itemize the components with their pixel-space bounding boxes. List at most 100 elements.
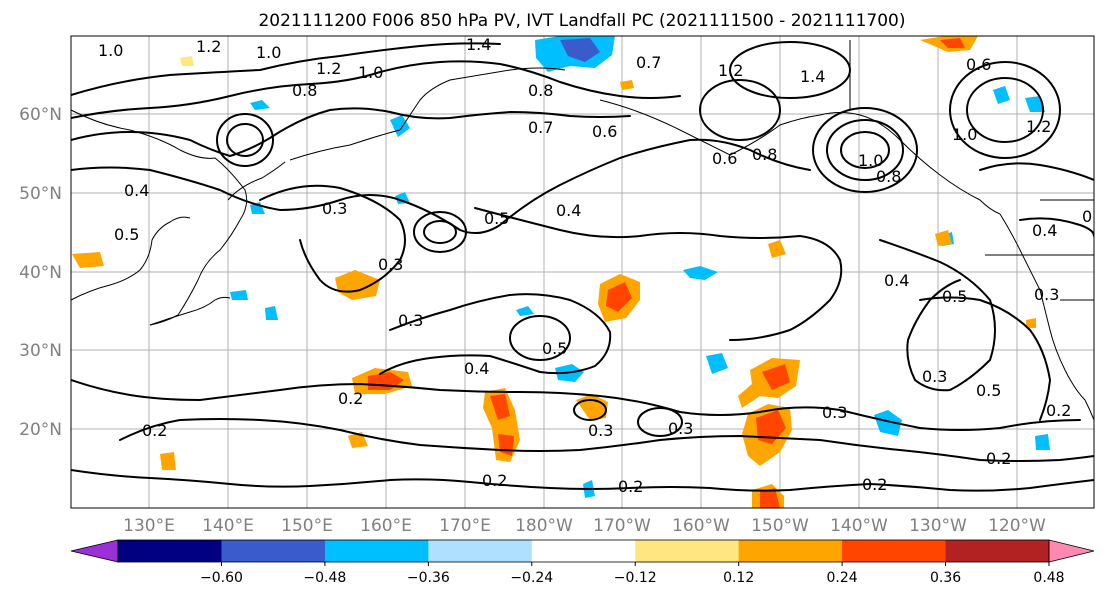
- lon-label: 140°W: [830, 516, 888, 536]
- contour-label: 1.2: [718, 61, 743, 80]
- contour-label: 0.8: [528, 81, 553, 100]
- colorbar-tick-label: −0.12: [614, 570, 657, 586]
- contour-label: 0.2: [1046, 401, 1071, 420]
- lat-label: 50°N: [19, 184, 62, 204]
- kamchatka-coast: [289, 129, 401, 161]
- pv-contour: [509, 315, 571, 361]
- colorbar-border: [117, 539, 1050, 563]
- colorbar-tick-label: 0.48: [1033, 570, 1064, 586]
- colorbar-segment: [118, 540, 222, 562]
- shade-negative: [993, 86, 1010, 104]
- pv-contour: [379, 293, 612, 375]
- pv-contour: [71, 469, 1094, 492]
- pv-contour: [474, 207, 843, 341]
- lon-label: 150°E: [281, 516, 333, 536]
- pv-contour: [71, 379, 1081, 431]
- shade-positive: [760, 488, 780, 508]
- contour-label: 0.3: [922, 367, 947, 386]
- pv-contour: [573, 399, 607, 421]
- pv-contour: [119, 418, 1094, 462]
- contour-label: 0.4: [124, 181, 149, 200]
- contour-label: 0.2: [986, 449, 1011, 468]
- contour-label: 1.0: [98, 41, 123, 60]
- pv-contour: [1019, 217, 1094, 237]
- colorbar-extend-max: [1048, 539, 1095, 563]
- colorbar-tick-label: −0.36: [407, 570, 450, 586]
- contour-label: 0.3: [378, 255, 403, 274]
- shade-negative: [516, 306, 534, 316]
- contour-label: 1.0: [256, 43, 281, 62]
- lon-label: 160°W: [672, 516, 730, 536]
- graticule: [71, 36, 1094, 508]
- colorbar: −0.60 −0.48 −0.36 −0.24 −0.12 0.12 0.24 0.36 0.4…: [70, 539, 1095, 586]
- contour-label: 0.8: [292, 81, 317, 100]
- contour-label: 0.6: [592, 122, 617, 141]
- contour-label: 0.8: [752, 145, 777, 164]
- contour-label: 0.4: [464, 359, 489, 378]
- shade-positive: [72, 252, 104, 268]
- lon-label: 130°E: [123, 516, 175, 536]
- contour-label: 1.0: [358, 63, 383, 82]
- contour-label: 0.4: [556, 201, 581, 220]
- contour-label: 0.4: [1032, 221, 1057, 240]
- shade-negative: [250, 100, 270, 110]
- contour-label: 1.0: [858, 151, 883, 170]
- pv-contour: [729, 41, 851, 99]
- lon-label: 170°E: [439, 516, 491, 536]
- shade-positive: [160, 452, 176, 470]
- contour-label: 0.2: [142, 421, 167, 440]
- contour-label: 0.2: [482, 471, 507, 490]
- shade-positive: [762, 364, 790, 390]
- colorbar-segment: [945, 540, 1050, 562]
- shade-positive: [935, 230, 952, 246]
- shade-negative: [683, 266, 718, 280]
- contour-label: 0.5: [976, 381, 1001, 400]
- colorbar-extend-min: [70, 539, 119, 563]
- shade-negative: [1035, 434, 1050, 450]
- shade-negative: [265, 306, 278, 320]
- colorbar-segment: [842, 540, 947, 562]
- pv-contour: [979, 162, 1094, 181]
- shade-positive: [180, 56, 194, 66]
- shade-negative: [230, 290, 248, 300]
- contour-label: 0.7: [636, 53, 661, 72]
- contour-label: 0.5: [484, 209, 509, 228]
- pv-contour: [226, 123, 264, 157]
- shade-negative: [874, 410, 902, 436]
- colorbar-tick-label: 0.36: [930, 570, 961, 586]
- alaska-coast: [599, 99, 1001, 215]
- contour-label: 0.3: [588, 421, 613, 440]
- shade-negative: [1025, 96, 1045, 112]
- colorbar-tick-label: −0.60: [200, 570, 243, 586]
- contour-label: 0.3: [398, 311, 423, 330]
- contour-label: 1.4: [800, 67, 825, 86]
- lon-label: 120°W: [988, 516, 1046, 536]
- pv-contour: [826, 119, 904, 181]
- asia-coast: [71, 109, 248, 326]
- contour-label: 0.3: [1034, 285, 1059, 304]
- longitude-labels: 130°E 140°E 150°E 160°E 170°E 180°W 170°…: [123, 516, 1046, 536]
- colorbar-segment: [738, 540, 843, 562]
- map-border: [70, 35, 1095, 509]
- pv-contour: [879, 239, 996, 392]
- shade-positive: [756, 410, 786, 444]
- contour-label: 0.7: [528, 118, 553, 137]
- pv-contour: [949, 61, 1061, 159]
- lon-label: 130°W: [909, 516, 967, 536]
- shade-negative: [390, 115, 410, 137]
- colorbar-tick-label: −0.24: [510, 570, 553, 586]
- shade-positive: [606, 282, 632, 312]
- pv-contour: [699, 79, 781, 141]
- shade-positive: [768, 240, 786, 258]
- colorbar-segment: [428, 540, 533, 562]
- contour-label: 0.8: [876, 167, 901, 186]
- contour-label: 1.4: [466, 35, 491, 54]
- contour-label: 0.3: [668, 419, 693, 438]
- contour-label: 0.6: [712, 149, 737, 168]
- japan-coast: [149, 296, 231, 326]
- pv-contour: [71, 138, 811, 235]
- shade-negative: [395, 192, 410, 204]
- lat-label: 20°N: [19, 420, 62, 440]
- pv-contour: [423, 220, 457, 244]
